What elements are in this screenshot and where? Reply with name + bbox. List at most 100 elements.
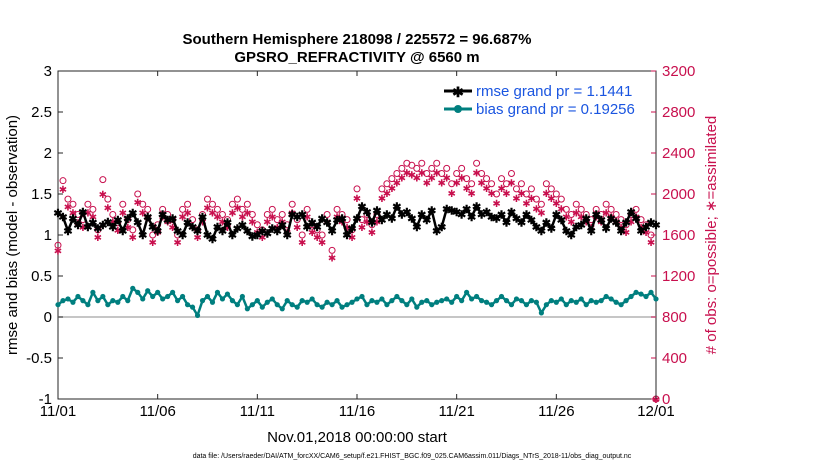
- obs-assimilated-point: ✱: [443, 174, 451, 185]
- bias-point: [643, 293, 649, 300]
- bias-point: [319, 304, 325, 310]
- rmse-point: ✱: [218, 226, 227, 238]
- y-right-tick-label: 2400: [662, 145, 695, 162]
- bias-point: [334, 298, 340, 304]
- bias-point: [120, 293, 126, 300]
- obs-assimilated-point: ✱: [428, 174, 436, 185]
- rmse-point: ✱: [158, 210, 167, 222]
- rmse-line: [57, 203, 657, 242]
- obs-possible-point: [124, 216, 132, 224]
- rmse-point: ✱: [58, 212, 67, 224]
- rmse-point: ✱: [168, 214, 177, 226]
- bias-point: [314, 302, 320, 308]
- obs-possible-point: [298, 231, 306, 239]
- obs-assimilated-point: ✱: [502, 189, 510, 200]
- rmse-point: ✱: [143, 212, 152, 224]
- bias-point: [608, 296, 614, 302]
- bias-point: [284, 298, 290, 304]
- bias-point: [329, 302, 335, 308]
- rmse-point: ✱: [327, 226, 336, 238]
- bias-point: [299, 298, 305, 304]
- bias-series: [55, 285, 659, 319]
- rmse-point: ✱: [208, 234, 217, 246]
- obs-assimilated-point: ✱: [423, 179, 431, 190]
- rmse-point: ✱: [68, 214, 77, 226]
- bias-point: [474, 293, 480, 300]
- obs-assimilated-point: ✱: [602, 208, 610, 219]
- rmse-point: ✱: [133, 218, 142, 230]
- obs-assimilated-point: ✱: [562, 213, 570, 224]
- rmse-point: ✱: [293, 212, 302, 224]
- bias-point: [344, 302, 350, 308]
- obs-possible-point: [398, 164, 406, 172]
- obs-possible-point: [527, 185, 535, 193]
- obs-assimilated-point: ✱: [527, 194, 535, 205]
- y-tick-label: 2: [44, 145, 52, 162]
- bias-point: [170, 289, 176, 295]
- bias-point: [498, 293, 505, 300]
- bias-point: [394, 293, 400, 300]
- rmse-series: ✱✱✱✱✱✱✱✱✱✱✱✱✱✱✱✱✱✱✱✱✱✱✱✱✱✱✱✱✱✱✱✱✱✱✱✱✱✱✱✱…: [53, 201, 660, 246]
- obs-possible-point: [303, 205, 311, 213]
- x-tick-label: 12/01: [637, 403, 675, 420]
- obs-assimilated-point: ✱: [208, 208, 216, 219]
- rmse-point: ✱: [442, 204, 451, 216]
- obs-possible-point: [129, 226, 137, 234]
- obs-possible-point: [572, 200, 580, 208]
- rmse-point: ✱: [651, 220, 660, 232]
- obs-assimilated-point: ✱: [343, 223, 351, 234]
- bias-point: [194, 312, 201, 318]
- bias-point: [598, 298, 604, 304]
- rmse-point: ✱: [392, 201, 401, 213]
- bias-point: [424, 298, 430, 304]
- rmse-point: ✱: [298, 210, 307, 222]
- obs-possible-point: [109, 211, 117, 218]
- rmse-point: ✱: [362, 207, 371, 219]
- obs-assimilated-point: ✱: [119, 208, 127, 219]
- rmse-point: ✱: [532, 222, 541, 234]
- bias-point: [648, 289, 654, 295]
- obs-assimilated-point: ✱: [263, 218, 271, 229]
- rmse-point: ✱: [263, 228, 272, 240]
- obs-assimilated-point: ✱: [418, 168, 426, 179]
- rmse-point: ✱: [467, 212, 476, 224]
- rmse-point: ✱: [337, 214, 346, 226]
- obs-possible-point: [383, 180, 391, 188]
- bias-point: [309, 296, 315, 302]
- bias-point: [214, 289, 221, 295]
- obs-assimilated-point: ✱: [393, 179, 401, 190]
- rmse-point: ✱: [188, 222, 197, 234]
- bias-point: [145, 288, 151, 294]
- obs-assimilated-point: ✱: [268, 213, 276, 224]
- bias-point: [563, 302, 569, 308]
- obs-possible-point: [353, 185, 361, 193]
- bias-point: [409, 296, 415, 302]
- bias-point: [209, 299, 216, 305]
- bias-point: [523, 302, 530, 308]
- bias-point: [189, 304, 196, 310]
- obs-possible-point: [418, 159, 426, 167]
- rmse-point: ✱: [173, 226, 182, 238]
- obs-assimilated-point: ✱: [303, 213, 311, 224]
- bias-point: [399, 298, 405, 304]
- y-right-tick-label: 1600: [662, 227, 695, 244]
- bias-point: [638, 291, 644, 297]
- obs-assimilated-point: ✱: [64, 202, 72, 213]
- obs-possible-point: [164, 211, 172, 218]
- bias-point: [254, 298, 260, 304]
- bias-point: [204, 293, 211, 300]
- rmse-point: ✱: [492, 214, 501, 226]
- obs-possible-point: [453, 170, 461, 177]
- rmse-point: ✱: [273, 226, 282, 238]
- bias-point: [105, 302, 111, 308]
- obs-assimilated-point: ✱: [54, 246, 62, 257]
- rmse-point: ✱: [347, 223, 356, 235]
- bias-point: [518, 298, 525, 304]
- bias-point: [593, 299, 599, 305]
- obs-assimilated-point: ✱: [482, 184, 490, 195]
- obs-assimilated-point: ✱: [368, 228, 376, 239]
- obs-assimilated-point: ✱: [348, 233, 356, 244]
- obs-assimilated-point: ✱: [183, 208, 191, 219]
- bias-point: [603, 293, 609, 300]
